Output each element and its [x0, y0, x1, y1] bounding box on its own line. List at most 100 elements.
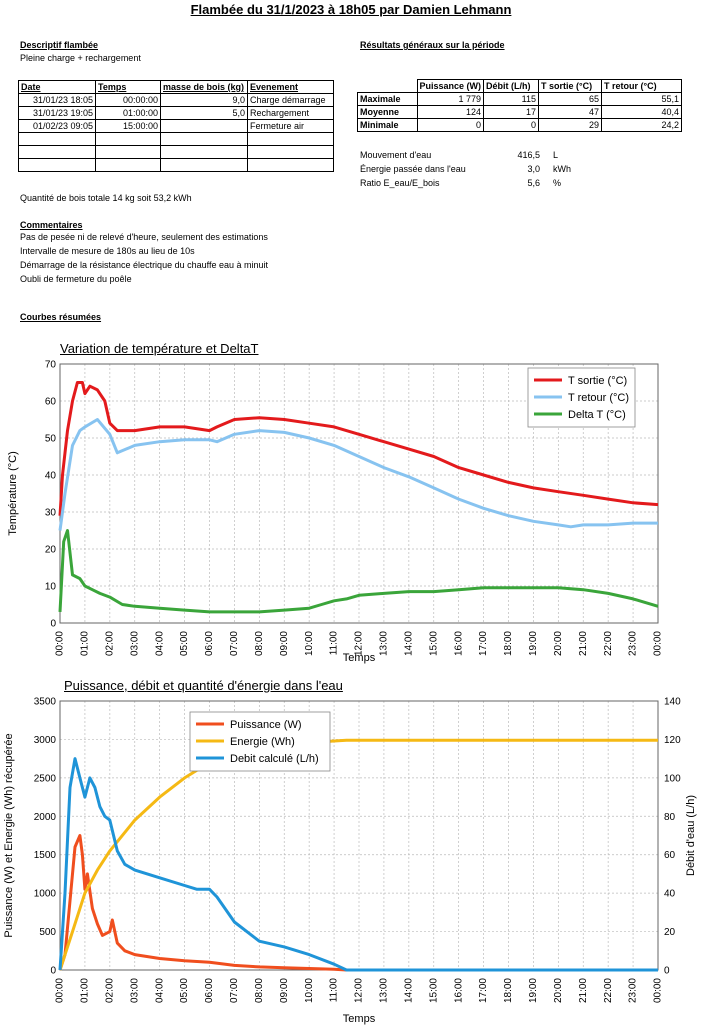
resultats-heading: Résultats généraux sur la période	[360, 40, 505, 50]
empty-cell	[95, 132, 161, 146]
y-tick-label: 40	[45, 471, 57, 482]
row-label: Moyenne	[357, 105, 418, 119]
y2-axis-label: Débit d'eau (L/h)	[685, 795, 697, 876]
table-row: Moyenne 124 17 47 40,4	[357, 105, 682, 119]
series-line-2	[58, 418, 658, 531]
stat-value: 3,0	[527, 164, 540, 174]
y2-tick-label: 140	[664, 697, 681, 708]
events-col-evenement: Evenement	[247, 80, 334, 94]
cell-value: 29	[538, 118, 603, 132]
x-tick-label: 13:00	[379, 631, 390, 656]
table-row: Maximale 1 779 115 65 55,1	[357, 92, 682, 106]
y2-tick-label: 20	[664, 927, 676, 938]
y-tick-label: 1000	[34, 889, 57, 900]
event-name: Charge démarrage	[247, 93, 334, 107]
x-tick-label: 17:00	[478, 978, 489, 1003]
courbes-heading: Courbes résumées	[20, 312, 102, 322]
x-tick-label: 23:00	[628, 978, 639, 1003]
col-debit: Débit (L/h)	[483, 79, 540, 93]
stat-unit: %	[553, 178, 562, 188]
y-tick-label: 50	[45, 434, 57, 445]
legend-label: Delta T (°C)	[568, 409, 626, 421]
x-tick-label: 14:00	[403, 978, 414, 1003]
table-row	[18, 158, 334, 172]
x-tick-label: 01:00	[80, 631, 91, 656]
stat-value: 416,5	[517, 150, 540, 160]
chart2-title: Puissance, débit et quantité d'énergie d…	[64, 678, 343, 693]
cell-value: 55,1	[601, 92, 682, 106]
y-tick-label: 2000	[34, 812, 57, 823]
stat-row: Mouvement d'eau 416,5 L	[360, 149, 560, 161]
x-tick-label: 20:00	[553, 631, 564, 656]
empty-cell	[95, 158, 161, 172]
x-tick-label: 00:00	[55, 978, 66, 1003]
x-tick-label: 03:00	[129, 978, 140, 1003]
x-tick-label: 18:00	[503, 631, 514, 656]
x-tick-label: 09:00	[279, 978, 290, 1003]
x-tick-label: 04:00	[154, 631, 165, 656]
x-tick-label: 12:00	[354, 631, 365, 656]
legend-label: T retour (°C)	[568, 392, 629, 404]
x-tick-label: 09:00	[279, 631, 290, 656]
empty-cell	[18, 132, 96, 146]
empty-cell	[160, 158, 248, 172]
event-masse	[160, 119, 248, 133]
col-t-sortie: T sortie (°C)	[538, 79, 603, 93]
x-tick-label: 23:00	[628, 631, 639, 656]
x-tick-label: 21:00	[578, 978, 589, 1003]
events-table: Date Temps masse de bois (kg) Evenement …	[18, 80, 334, 172]
event-date: 01/02/23 09:05	[18, 119, 96, 133]
cell-value: 124	[416, 105, 485, 119]
empty-cell	[358, 80, 418, 93]
table-row	[18, 132, 334, 146]
cell-value: 47	[538, 105, 603, 119]
empty-cell	[247, 145, 334, 159]
temperature-chart: 00:00 01:00 02:00 03:00 04:00 05:00 06:00 07:00…	[7, 360, 664, 665]
col-t-retour: T retour (°C)	[601, 79, 682, 93]
event-temps: 01:00:00	[95, 106, 161, 120]
cell-value: 0	[416, 118, 485, 132]
events-col-temps: Temps	[95, 80, 161, 94]
event-date: 31/01/23 18:05	[18, 93, 96, 107]
y-axis-label: Puissance (W) et Energie (Wh) récupérée	[3, 733, 15, 937]
x-tick-label: 21:00	[578, 631, 589, 656]
x-tick-label: 10:00	[304, 631, 315, 656]
stat-label: Ratio E_eau/E_bois	[360, 178, 440, 188]
x-tick-label: 08:00	[254, 978, 265, 1003]
empty-cell	[18, 158, 96, 172]
y-tick-label: 30	[45, 508, 57, 519]
event-temps: 00:00:00	[95, 93, 161, 107]
legend-label: Puissance (W)	[230, 719, 302, 731]
empty-cell	[95, 145, 161, 159]
resultats-header-row: Puissance (W) Débit (L/h) T sortie (°C) …	[358, 79, 682, 93]
table-row: 31/01/23 19:05 01:00:00 5,0 Rechargement	[18, 106, 334, 120]
empty-cell	[18, 145, 96, 159]
x-tick-label: 15:00	[428, 631, 439, 656]
x-tick-label: 02:00	[104, 631, 115, 656]
event-name: Rechargement	[247, 106, 334, 120]
cell-value: 40,4	[601, 105, 682, 119]
y-tick-label: 0	[50, 966, 56, 977]
x-tick-label: 08:00	[254, 631, 265, 656]
cell-value: 65	[538, 92, 603, 106]
x-tick-label: 19:00	[528, 631, 539, 656]
event-masse: 9,0	[160, 93, 248, 107]
row-label: Maximale	[357, 92, 418, 106]
x-tick-label: 10:00	[304, 978, 315, 1003]
comment-line: Démarrage de la résistance électrique du…	[20, 260, 268, 270]
events-col-masse: masse de bois (kg)	[160, 80, 248, 94]
legend-label: Debit calculé (L/h)	[230, 753, 319, 765]
resultats-table: Puissance (W) Débit (L/h) T sortie (°C) …	[357, 79, 682, 132]
quantite-bois: Quantité de bois totale 14 kg soit 53,2 …	[20, 193, 192, 203]
x-axis-label: Temps	[343, 652, 376, 664]
x-tick-label: 03:00	[129, 631, 140, 656]
comment-line: Oubli de fermeture du poêle	[20, 274, 132, 284]
y2-tick-label: 0	[664, 966, 670, 977]
commentaires-heading: Commentaires	[20, 220, 83, 230]
table-row: Minimale 0 0 29 24,2	[357, 118, 682, 132]
descriptif-text: Pleine charge + rechargement	[20, 53, 141, 63]
x-tick-label: 16:00	[453, 631, 464, 656]
power-chart: 00:00 01:00 02:00 03:00 04:00 05:00 06:00 07:00…	[3, 697, 697, 1026]
y-axis-label: Température (°C)	[7, 451, 19, 535]
x-tick-label: 20:00	[553, 978, 564, 1003]
